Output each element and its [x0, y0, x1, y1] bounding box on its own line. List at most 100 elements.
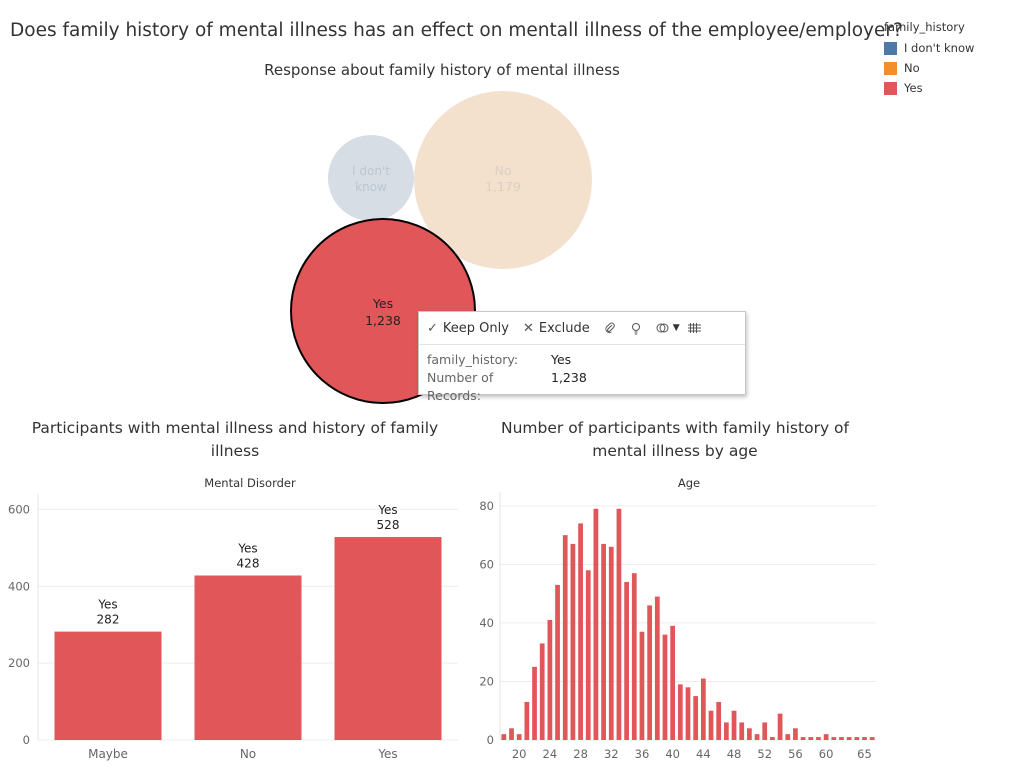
- legend-swatch: [884, 81, 897, 95]
- age-bar[interactable]: [762, 722, 768, 740]
- bubble-label-yes: Yes: [372, 296, 393, 311]
- legend-item-i-dont-know[interactable]: I don't know: [884, 38, 974, 58]
- x-tick-label: 20: [512, 747, 527, 761]
- bubble-value-no: 1,179: [485, 179, 521, 194]
- age-bar[interactable]: [854, 737, 860, 740]
- age-bar[interactable]: [831, 737, 837, 740]
- age-bar[interactable]: [570, 543, 576, 740]
- age-bar[interactable]: [547, 620, 553, 740]
- bubble-label-i-dont-know-2: know: [355, 180, 387, 194]
- age-bar[interactable]: [555, 584, 560, 740]
- age-bar[interactable]: [731, 710, 737, 740]
- age-bar[interactable]: [532, 666, 537, 740]
- age-bar[interactable]: [593, 508, 599, 740]
- age-bar[interactable]: [578, 523, 583, 740]
- x-tick-label: Maybe: [88, 747, 128, 761]
- age-bar[interactable]: [777, 713, 783, 740]
- age-bar[interactable]: [739, 722, 745, 740]
- age-bar[interactable]: [524, 701, 530, 740]
- y-tick-label: 40: [479, 616, 494, 630]
- x-tick-label: 56: [788, 747, 803, 761]
- tooltip-body: family_history: Yes Number of Records: 1…: [419, 344, 745, 411]
- age-bar[interactable]: [754, 734, 760, 740]
- age-bar[interactable]: [685, 687, 691, 740]
- bubble-label-i-dont-know: I don't: [352, 164, 390, 178]
- age-bar[interactable]: [785, 734, 791, 740]
- tooltip-value: 1,238: [551, 370, 587, 385]
- bubble-value-yes: 1,238: [365, 313, 401, 328]
- paperclip-button[interactable]: [604, 322, 616, 334]
- age-bar[interactable]: [869, 737, 875, 740]
- age-bar[interactable]: [708, 710, 714, 740]
- age-bar[interactable]: [839, 737, 844, 740]
- age-bar[interactable]: [700, 678, 706, 740]
- lightbulb-button[interactable]: [630, 322, 642, 335]
- age-bar[interactable]: [747, 728, 752, 740]
- bar-series-label: Yes: [377, 503, 397, 517]
- keep-only-label: Keep Only: [442, 320, 509, 336]
- age-bar[interactable]: [816, 737, 821, 740]
- age-bar[interactable]: [693, 696, 699, 740]
- legend-label: I don't know: [904, 41, 975, 55]
- age-bar[interactable]: [800, 737, 806, 740]
- bar[interactable]: [54, 631, 162, 740]
- bar[interactable]: [194, 575, 302, 740]
- age-bar[interactable]: [624, 581, 629, 740]
- y-tick-label: 60: [479, 557, 494, 571]
- age-bar[interactable]: [793, 728, 798, 740]
- bar-chart-header: Mental Disorder: [204, 476, 296, 490]
- age-bar[interactable]: [846, 737, 852, 740]
- bar-value-label: 428: [237, 556, 260, 570]
- x-tick-label: 40: [665, 747, 680, 761]
- age-bar[interactable]: [808, 737, 814, 740]
- tooltip-key: family_history:: [427, 352, 519, 367]
- age-bar[interactable]: [677, 684, 683, 740]
- y-tick-label: 600: [8, 502, 30, 516]
- age-bar[interactable]: [647, 605, 653, 740]
- x-tick-label: 36: [635, 747, 650, 761]
- y-tick-label: 80: [479, 499, 494, 513]
- bubble-label-no: No: [495, 163, 512, 178]
- age-bar[interactable]: [562, 535, 568, 740]
- age-bar[interactable]: [662, 634, 668, 740]
- age-bar[interactable]: [823, 734, 829, 740]
- legend-label: No: [904, 61, 920, 75]
- age-bar[interactable]: [616, 508, 622, 740]
- x-tick-label: No: [240, 747, 256, 761]
- age-bar[interactable]: [501, 734, 507, 740]
- age-bar-chart: Age 0 20 40 60 80 20 24 28 32 36 40 44 48 52 56 60 65: [479, 476, 876, 761]
- legend-item-no[interactable]: No: [884, 58, 974, 78]
- bubble-no[interactable]: [414, 91, 592, 269]
- age-bar[interactable]: [770, 737, 775, 740]
- bar-series-label: Yes: [97, 598, 117, 612]
- age-bar[interactable]: [585, 570, 591, 740]
- age-bar[interactable]: [639, 631, 645, 740]
- age-bar[interactable]: [723, 722, 729, 740]
- age-bar[interactable]: [516, 734, 522, 740]
- x-tick-label: 24: [543, 747, 558, 761]
- bar-value-label: 528: [377, 518, 400, 532]
- age-bar[interactable]: [631, 573, 637, 740]
- age-bar[interactable]: [601, 543, 606, 740]
- age-bar[interactable]: [654, 596, 660, 740]
- bubble-i-dont-know[interactable]: [328, 135, 414, 221]
- tooltip-value: Yes: [551, 352, 572, 367]
- exclude-button[interactable]: ✕ Exclude: [523, 321, 590, 336]
- bar[interactable]: [334, 537, 442, 740]
- view-data-button[interactable]: [687, 322, 701, 334]
- age-bar[interactable]: [509, 728, 514, 740]
- age-bar[interactable]: [862, 737, 867, 740]
- age-bar[interactable]: [716, 701, 722, 740]
- age-bar[interactable]: [670, 625, 676, 740]
- age-bar[interactable]: [539, 643, 545, 740]
- keep-only-button[interactable]: ✓ Keep Only: [427, 321, 509, 336]
- group-button[interactable]: ▼: [656, 322, 680, 334]
- check-icon: ✓: [427, 320, 438, 336]
- legend: family_history I don't know No Yes: [884, 20, 974, 98]
- age-bar[interactable]: [608, 546, 614, 740]
- bubble-chart-title: Response about family history of mental …: [264, 61, 620, 79]
- x-tick-label: 65: [857, 747, 872, 761]
- legend-label: Yes: [904, 81, 923, 95]
- legend-item-yes[interactable]: Yes: [884, 78, 974, 98]
- tooltip: ✓ Keep Only ✕ Exclude ▼ family_history: …: [418, 311, 746, 403]
